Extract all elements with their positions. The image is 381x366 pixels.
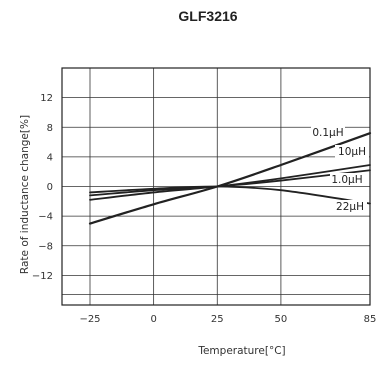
series-label: 1.0μH [331, 174, 362, 186]
y-tick-label: −12 [32, 271, 53, 282]
series-label: 0.1μH [312, 127, 343, 139]
y-tick-label: −8 [38, 241, 53, 252]
y-tick-label: 8 [47, 123, 53, 134]
x-tick-label: 0 [150, 314, 156, 325]
plot-frame [61, 67, 371, 306]
series-label-background [333, 200, 367, 213]
series-line [88, 132, 372, 225]
x-tick-label: −25 [79, 314, 100, 325]
x-tick-label: 85 [364, 314, 377, 325]
y-tick-label: 0 [47, 182, 53, 193]
series-label-background [311, 126, 345, 139]
series-line [89, 185, 371, 205]
series-label: 22μH [336, 201, 364, 213]
series-label: 10μH [338, 146, 366, 158]
x-tick-label: 25 [211, 314, 224, 325]
y-tick-labels: 12 8 4 0 −4 −8 −12 [32, 93, 53, 282]
chart-title: GLF3216 [178, 8, 237, 24]
series-layer: 0.1μH 10μH 1.0μH 22μH [88, 126, 372, 225]
x-tick-label: 50 [275, 314, 288, 325]
x-axis-label: Temperature[°C] [197, 345, 285, 357]
series-label-background [330, 173, 364, 186]
y-tick-label: −4 [38, 212, 53, 223]
y-tick-label: 4 [47, 152, 53, 163]
series-label-background [335, 145, 369, 158]
y-axis-label: Rate of inductance change[%] [19, 115, 31, 274]
y-tick-label: 12 [40, 93, 53, 104]
x-tick-labels: −25 0 25 50 85 [79, 314, 376, 325]
